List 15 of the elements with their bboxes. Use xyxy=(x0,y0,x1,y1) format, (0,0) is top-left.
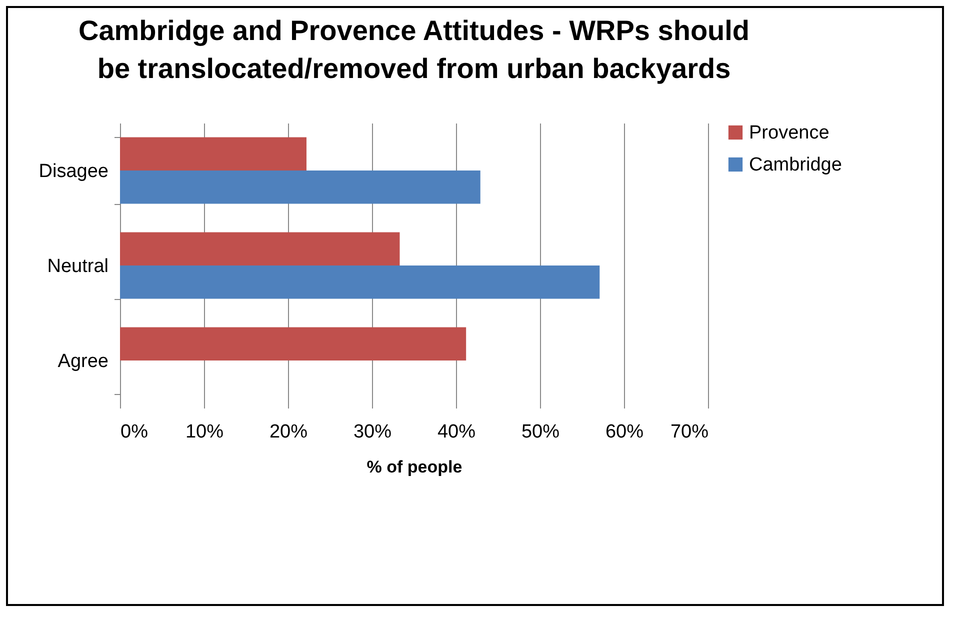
x-tick-label: 60% xyxy=(605,422,644,442)
x-tick-label: 40% xyxy=(437,422,476,442)
y-tick-label: Agree xyxy=(58,351,108,372)
legend-label: Provence xyxy=(749,122,830,144)
x-tick-label: 20% xyxy=(269,422,308,442)
x-axis-title: % of people xyxy=(366,458,462,476)
legend-label: Cambridge xyxy=(749,154,842,176)
x-tick-label: 70% xyxy=(670,422,709,442)
x-tick-label: 0% xyxy=(120,422,148,442)
y-tick-label: Disagee xyxy=(38,161,108,182)
y-tick-label: Neutral xyxy=(47,256,108,277)
x-tick-label: 50% xyxy=(521,422,560,442)
chart-title: Cambridge and Provence Attitudes - WRPs should be translocated/removed from urban backyards xyxy=(78,15,750,84)
x-tick-label: 10% xyxy=(185,422,224,442)
x-tick-label: 30% xyxy=(353,422,392,442)
